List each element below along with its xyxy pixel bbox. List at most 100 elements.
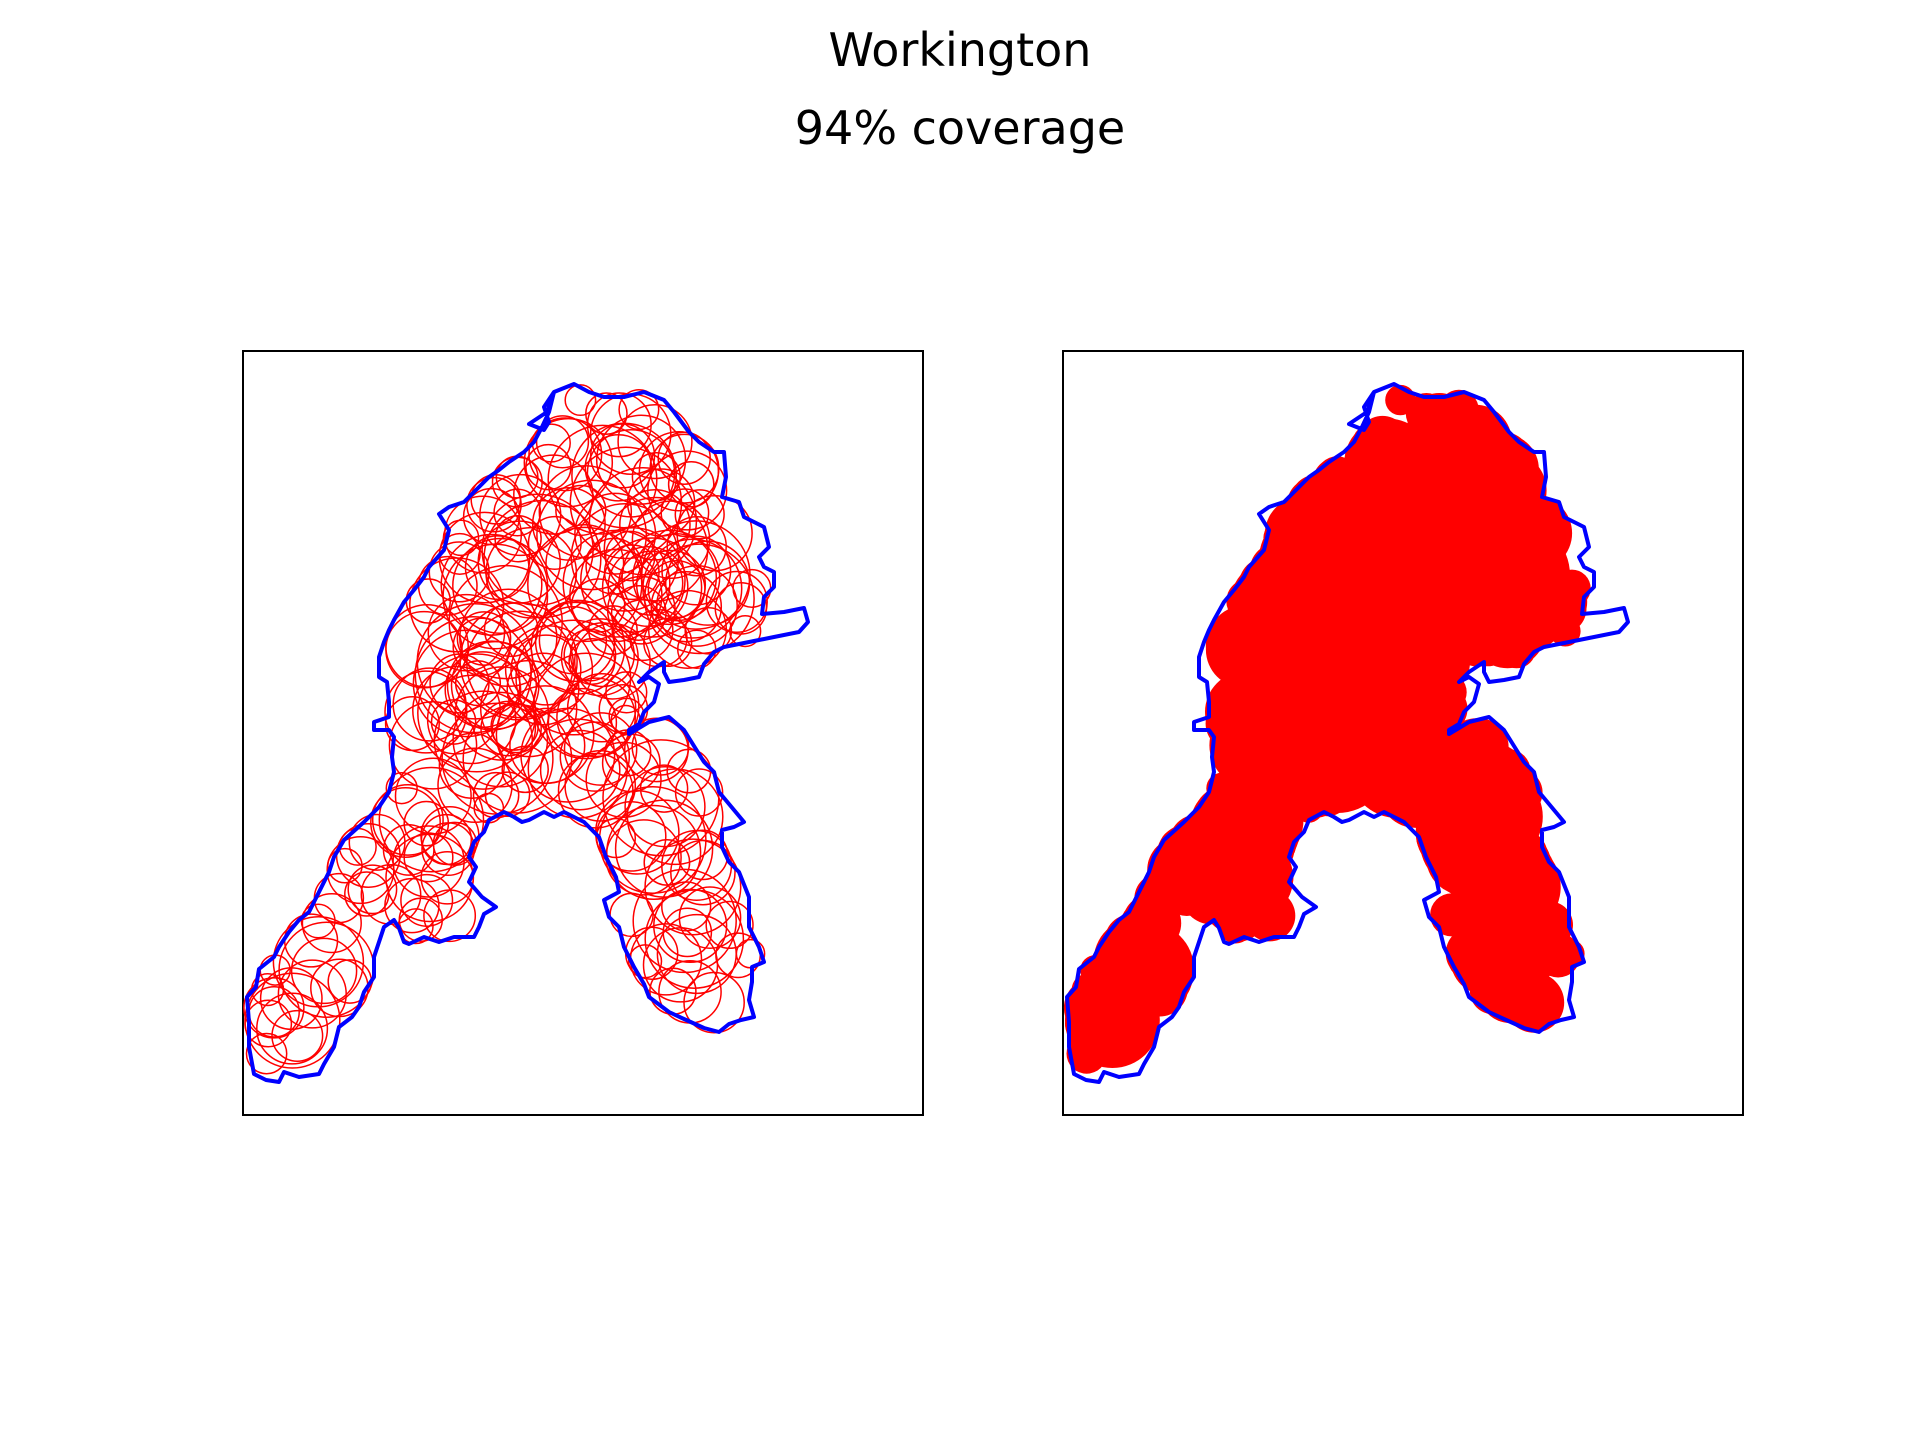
circles-panel — [242, 350, 924, 1116]
coverage-circle — [344, 871, 390, 917]
coverage-disc — [1390, 622, 1455, 687]
coverage-circle — [629, 923, 703, 996]
coverage-map — [1063, 382, 1630, 1084]
coverage-circle — [513, 454, 594, 535]
coverage-circle — [510, 634, 582, 706]
coverage-circle — [563, 712, 638, 786]
coverage-circle — [674, 489, 725, 540]
coverage-circle — [450, 640, 540, 730]
region-boundary — [245, 382, 810, 1084]
coverage-circle — [244, 972, 341, 1069]
coverage-circle — [420, 813, 473, 866]
coverage-circle — [643, 617, 693, 668]
circles-map — [243, 382, 810, 1084]
coverage-circle — [481, 493, 594, 606]
coverage-circle — [301, 892, 362, 954]
coverage-circle — [277, 959, 347, 1029]
coverage-circle — [595, 414, 687, 505]
coverage-disc — [1277, 611, 1331, 666]
coverage-circle — [290, 937, 358, 1005]
coverage-circle — [566, 673, 637, 743]
coverage-circle — [452, 537, 549, 635]
coverage-circle — [385, 610, 463, 689]
coverage-circle — [705, 570, 768, 634]
coverage-subtitle: 94% coverage — [794, 101, 1126, 155]
coverage-disc — [1490, 840, 1555, 905]
coverage-circle — [437, 747, 513, 824]
coverage-circle — [560, 618, 639, 697]
coverage-circle — [256, 992, 329, 1065]
coverage-disc — [1439, 389, 1479, 430]
coverage-circle — [459, 602, 578, 721]
coverage-panel — [1062, 350, 1744, 1116]
coverage-disc — [1325, 625, 1413, 713]
coverage-circle — [493, 488, 542, 537]
coverage-circle — [606, 804, 702, 901]
coverage-disc — [1241, 814, 1292, 865]
coverage-circle — [624, 766, 706, 848]
coverage-circle — [644, 889, 745, 989]
coverage-circle — [678, 886, 742, 949]
coverage-circle — [564, 384, 597, 417]
coverage-circle — [647, 450, 728, 531]
coverage-disc — [1452, 533, 1540, 621]
coverage-circle — [661, 535, 732, 606]
coverage-circle — [480, 700, 537, 757]
coverage-circle — [470, 473, 522, 525]
coverage-circle — [462, 487, 521, 546]
coverage-circle — [420, 850, 475, 905]
coverage-circle — [394, 757, 472, 835]
coverage-circle — [631, 452, 681, 502]
coverage-disc — [1526, 571, 1588, 633]
coverage-disc — [1497, 630, 1536, 669]
coverage-circle — [570, 578, 626, 633]
coverage-circle — [589, 423, 656, 489]
coverage-circle — [642, 927, 719, 1003]
coverage-circle — [684, 606, 733, 655]
coverage-circle — [535, 415, 590, 469]
coverage-circles — [243, 384, 772, 1075]
coverage-circle — [585, 741, 662, 818]
coverage-circle — [259, 954, 291, 986]
coverage-circle — [338, 827, 377, 866]
coverage-circle — [448, 564, 563, 680]
coverage-circle — [423, 889, 477, 943]
coverage-circle — [604, 530, 656, 582]
coverage-circle — [347, 864, 398, 915]
coverage-circle — [570, 503, 680, 612]
coverage-circle — [466, 610, 575, 719]
coverage-circle — [371, 783, 444, 856]
coverage-circle — [433, 690, 534, 790]
coverage-circle — [243, 977, 305, 1039]
coverage-circle — [538, 464, 633, 559]
coverage-disc — [1333, 455, 1413, 535]
coverage-circle — [531, 486, 606, 561]
coverage-circle — [426, 674, 517, 765]
coverage-circle — [370, 787, 441, 858]
coverage-circle — [388, 700, 478, 790]
coverage-circle — [676, 629, 717, 670]
coverage-disc — [1134, 873, 1184, 923]
coverage-disc — [1410, 424, 1475, 488]
coverage-circle — [483, 499, 602, 619]
coverage-circle — [632, 868, 737, 974]
coverage-disc — [1465, 890, 1564, 989]
coverage-circle — [610, 585, 667, 641]
coverage-circle — [595, 817, 637, 859]
coverage-circle — [484, 771, 531, 818]
coverage-circle — [417, 653, 537, 773]
coverage-circle — [417, 555, 478, 616]
coverage-circle — [643, 543, 755, 655]
coverage-circle — [667, 460, 715, 508]
coverage-circle — [300, 903, 336, 939]
coverage-circle — [556, 677, 637, 758]
coverage-circle — [657, 431, 711, 485]
coverage-circle — [527, 526, 643, 643]
coverage-disc — [1243, 890, 1296, 942]
coverage-circle — [569, 622, 635, 688]
coverage-disc — [1478, 432, 1531, 485]
coverage-circle — [272, 916, 365, 1008]
region-boundary — [1065, 382, 1630, 1084]
coverage-circle — [603, 496, 709, 602]
coverage-circle — [547, 424, 658, 535]
